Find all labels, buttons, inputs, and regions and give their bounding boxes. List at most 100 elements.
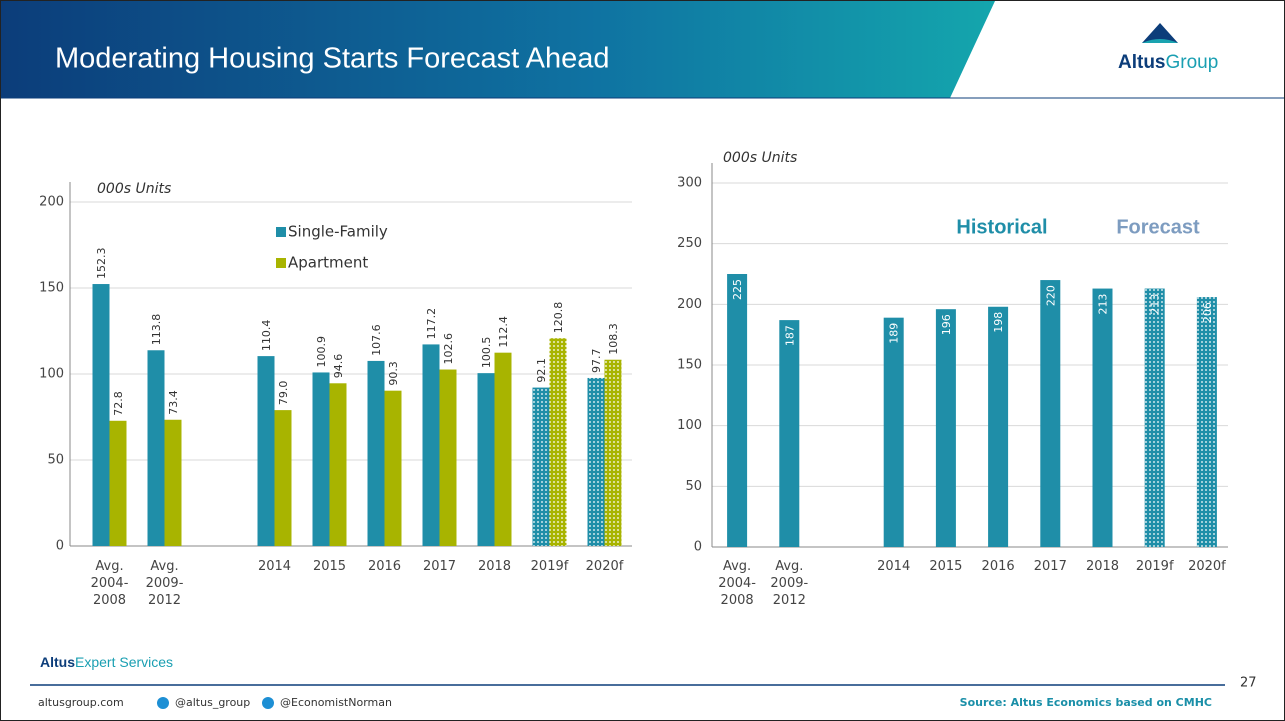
value-label: 213 <box>1097 294 1110 315</box>
bar <box>439 369 457 546</box>
bar <box>147 350 165 546</box>
label-line: 2015 <box>313 559 346 574</box>
x-tick-label: 2017 <box>423 559 456 574</box>
x-tick-label: 2014 <box>877 559 910 574</box>
bar <box>604 359 622 546</box>
label-line: Avg. <box>775 559 803 574</box>
value-label: 113.8 <box>150 314 163 346</box>
x-tick-label: Avg. 2009- 2012 <box>146 559 184 608</box>
brand-part: Expert Services <box>75 654 173 670</box>
bar <box>329 383 347 546</box>
value-label: 225 <box>731 279 744 300</box>
value-label: 102.6 <box>442 333 455 365</box>
logo-part: Group <box>1166 52 1219 73</box>
bar <box>549 338 567 546</box>
value-label: 117.2 <box>425 308 438 340</box>
source: Source: Altus Economics based on CMHC <box>960 696 1212 709</box>
label-line: Avg. <box>723 559 751 574</box>
bar <box>1144 288 1165 547</box>
value-label: 189 <box>888 323 901 344</box>
value-label: 198 <box>992 312 1005 333</box>
bar <box>1196 297 1217 547</box>
value-label: 107.6 <box>370 324 383 356</box>
x-tick-label: 2014 <box>258 559 291 574</box>
label-line: 2018 <box>1086 559 1119 574</box>
axis-label: 000s Units <box>97 181 171 197</box>
value-label: 97.7 <box>590 348 603 373</box>
x-tick-label: 2020f <box>586 559 624 574</box>
value-label: 108.3 <box>607 323 620 355</box>
header-band <box>1 1 995 98</box>
bar <box>587 377 605 546</box>
bar <box>257 356 275 546</box>
x-tick-label: 2018 <box>478 559 511 574</box>
twitter-icon <box>157 697 169 709</box>
label-line: 2019f <box>1136 559 1174 574</box>
twitter-icon <box>262 697 274 709</box>
label-line: 2008 <box>93 593 126 608</box>
bar <box>883 317 904 547</box>
x-tick-label: 2017 <box>1034 559 1067 574</box>
value-label: 92.1 <box>535 358 548 383</box>
x-tick-label: 2015 <box>929 559 962 574</box>
logo-icon <box>1142 23 1178 43</box>
x-tick-label: 2016 <box>982 559 1015 574</box>
x-tick-label: 2018 <box>1086 559 1119 574</box>
label-line: 2018 <box>478 559 511 574</box>
bar <box>312 372 330 546</box>
legend-label: Single-Family <box>288 223 388 241</box>
y-tick-label: 100 <box>39 367 64 382</box>
value-label: 73.4 <box>167 390 180 415</box>
page-number: 27 <box>1240 676 1257 691</box>
value-label: 213 <box>1149 294 1162 315</box>
bar <box>367 360 385 546</box>
x-tick-label: Avg. 2004- 2008 <box>718 559 756 608</box>
y-tick-label: 50 <box>47 453 64 468</box>
bar <box>988 306 1009 547</box>
bar <box>779 320 800 547</box>
bar <box>532 387 550 546</box>
y-tick-label: 0 <box>56 539 64 554</box>
value-label: 220 <box>1044 285 1057 306</box>
bar <box>727 274 748 547</box>
annotation: Forecast <box>1116 216 1200 238</box>
bar <box>164 419 182 546</box>
y-tick-label: 200 <box>39 195 64 210</box>
value-label: 187 <box>783 325 796 346</box>
y-tick-label: 100 <box>677 418 702 433</box>
value-label: 206 <box>1201 302 1214 323</box>
annotation: Historical <box>956 216 1047 238</box>
y-tick-label: 150 <box>677 358 702 373</box>
logo-part: Altus <box>1118 52 1166 73</box>
y-tick-label: 150 <box>39 281 64 296</box>
twitter-handle: @EconomistNorman <box>280 696 392 709</box>
value-label: 94.6 <box>332 354 345 379</box>
bar <box>92 284 110 546</box>
x-tick-label: 2016 <box>368 559 401 574</box>
label-line: 2012 <box>148 593 181 608</box>
twitter-handle: @altus_group <box>175 696 250 709</box>
y-tick-label: 250 <box>677 236 702 251</box>
axis-label: 000s Units <box>723 150 797 166</box>
label-line: 2012 <box>773 593 806 608</box>
value-label: 120.8 <box>552 302 565 334</box>
bar <box>494 352 512 546</box>
label-line: 2015 <box>929 559 962 574</box>
bar <box>1040 280 1061 547</box>
label-line: 2020f <box>1188 559 1226 574</box>
bar <box>109 420 127 546</box>
label-line: 2014 <box>877 559 910 574</box>
x-tick-label: Avg. 2004- 2008 <box>91 559 129 608</box>
bar <box>384 390 402 546</box>
value-label: 100.9 <box>315 336 328 368</box>
bar <box>1092 288 1113 547</box>
y-tick-label: 0 <box>694 540 702 555</box>
label-line: 2009- <box>770 576 808 591</box>
label-line: 2014 <box>258 559 291 574</box>
label-line: 2009- <box>146 576 184 591</box>
logo: AltusGroup <box>1118 52 1218 73</box>
value-label: 72.8 <box>112 391 125 416</box>
